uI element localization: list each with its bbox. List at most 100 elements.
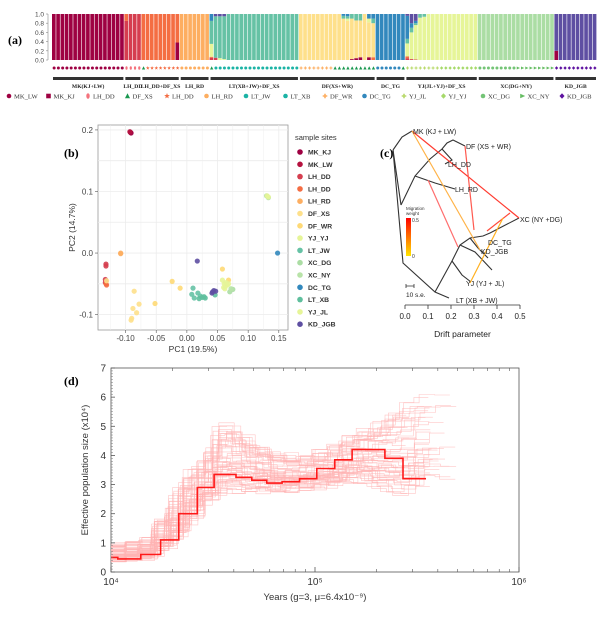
sample-marker	[112, 66, 116, 70]
legend-symbol	[362, 93, 367, 99]
legend-label: LT_JW	[251, 94, 271, 101]
sample-marker	[282, 66, 286, 70]
admixture-bar-segment	[413, 20, 418, 24]
admixture-bar-segment	[256, 14, 261, 60]
legend-label: MK_LW	[14, 94, 38, 101]
sample-marker	[550, 66, 555, 70]
admixture-bar-segment	[132, 14, 137, 60]
y-tick-label: 0	[100, 568, 106, 579]
admixture-bar-segment	[409, 59, 414, 60]
admixture-bar-segment	[503, 14, 507, 60]
bootstrap-line	[111, 471, 430, 559]
sample-marker	[448, 66, 452, 70]
sample-marker	[312, 66, 316, 70]
sample-marker	[90, 66, 94, 70]
admixture-bar-segment	[311, 14, 316, 60]
admixture-bar-segment	[413, 23, 418, 26]
bootstrap-line	[111, 416, 433, 548]
legend-label: DF_XS	[133, 94, 153, 101]
x-axis-label: PC1 (19.5%)	[169, 344, 218, 354]
admixture-bar-segment	[362, 14, 367, 60]
sample-marker	[316, 66, 320, 70]
sample-marker	[508, 66, 512, 70]
admixture-bar-segment	[213, 14, 218, 17]
sample-marker	[418, 66, 422, 70]
admixture-bar-segment	[426, 14, 431, 60]
x-tick-label: 0.3	[468, 312, 480, 321]
y-tick-label: 0.0	[82, 249, 94, 258]
admixture-bar-segment	[371, 57, 375, 60]
admixture-bar-segment	[77, 14, 82, 60]
admixture-bar-segment	[354, 58, 358, 60]
admixture-bar-segment	[222, 16, 226, 60]
group-label: LH_RD	[185, 84, 204, 90]
admixture-bar-segment	[401, 14, 405, 60]
admixture-bar-segment	[499, 14, 503, 60]
tree-edge	[459, 244, 493, 271]
group-label: LH_DD	[123, 84, 142, 90]
pca-point	[194, 258, 200, 264]
sample-marker	[239, 66, 243, 70]
sample-marker	[342, 66, 346, 70]
admixture-bar-segment	[460, 14, 465, 60]
migration-colorbar	[406, 218, 411, 256]
admixture-bar-segment	[260, 14, 265, 60]
admixture-bar-segment	[456, 14, 461, 60]
sample-marker	[546, 66, 550, 70]
tree-leaf-label: DC_TG	[488, 240, 512, 247]
sample-marker	[244, 66, 248, 70]
sample-marker	[571, 66, 576, 70]
admixture-bar-segment	[269, 14, 273, 60]
admixture-bar-segment	[528, 14, 533, 60]
legend-label: KD_JGB	[567, 94, 592, 101]
admixture-bar-segment	[486, 14, 490, 60]
group-label: YJ(JL+YJ)+DF_XS	[418, 83, 466, 90]
legend-dot	[297, 321, 303, 328]
sample-marker	[474, 66, 478, 70]
x-tick-label: 0.4	[491, 312, 503, 321]
admixture-bar-segment	[524, 14, 529, 60]
admixture-bar-segment	[554, 50, 559, 60]
pca-point	[152, 300, 158, 307]
sample-marker	[320, 66, 324, 70]
sample-marker	[567, 66, 571, 70]
group-bar	[478, 77, 554, 80]
tree-edge	[441, 148, 453, 165]
x-tick-label: 0.5	[514, 312, 526, 321]
y-tick-label: 0.0	[35, 58, 44, 65]
sample-marker	[65, 66, 69, 70]
sample-marker	[486, 66, 490, 70]
tree-leaf-label: YJ (YJ + JL)	[466, 281, 504, 288]
sample-marker	[350, 66, 354, 70]
legend-symbol	[559, 93, 565, 99]
admixture-bar-segment	[405, 38, 410, 44]
tree-edge	[392, 149, 450, 299]
x-tick-label: -0.05	[147, 334, 166, 343]
admixture-bar-segment	[341, 14, 346, 16]
x-tick-label: 0.05	[210, 334, 226, 343]
admixture-bar-segment	[430, 14, 435, 60]
legend-dot	[297, 284, 303, 291]
legend-label: LH_RD	[212, 94, 233, 101]
pca-point	[191, 295, 197, 301]
sample-marker	[248, 66, 252, 70]
admixture-bar-segment	[541, 14, 546, 60]
legend-label: KD_JGB	[308, 322, 336, 329]
admixture-bar-segment	[175, 14, 180, 43]
sample-marker	[222, 66, 226, 70]
admixture-bar-segment	[409, 27, 414, 33]
admixture-bar-segment	[188, 14, 192, 60]
pca-point	[219, 266, 226, 272]
sample-marker	[410, 66, 414, 70]
legend-symbol	[124, 93, 131, 99]
y-axis-label: Effective population size (x10⁴)	[80, 405, 91, 536]
admixture-bar-segment	[418, 14, 422, 18]
sample-marker	[116, 66, 120, 70]
admixture-bar-segment	[443, 14, 448, 60]
admixture-bar-segment	[328, 14, 333, 60]
sample-marker	[201, 66, 205, 70]
admixture-bar-segment	[137, 14, 141, 60]
x-tick-label: -0.10	[116, 334, 135, 343]
bootstrap-line	[111, 417, 426, 550]
sample-marker	[414, 66, 418, 70]
